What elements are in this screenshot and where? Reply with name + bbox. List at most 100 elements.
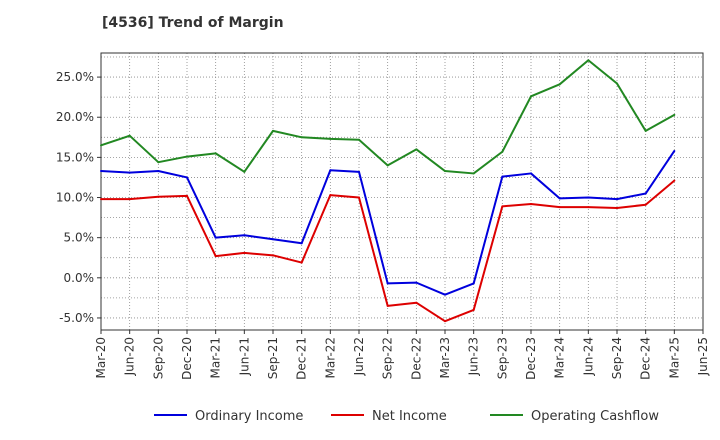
data-point-ordinary-income [587,196,590,199]
x-tick-label: Jun-24 [581,337,595,376]
x-tick-label: Jun-20 [123,337,137,376]
data-point-net-income [186,194,188,197]
data-point-ordinary-income [329,169,332,172]
y-tick-label: -5.0% [59,311,94,325]
data-point-net-income [214,255,217,258]
data-point-operating-cashflow [358,138,360,141]
x-tick-label: Mar-20 [94,337,108,378]
data-point-ordinary-income [100,170,102,173]
data-point-ordinary-income [472,282,475,285]
data-point-net-income [444,320,446,323]
data-point-ordinary-income [300,242,303,245]
data-point-net-income [472,308,475,311]
series-line-ordinary-income [100,150,676,296]
x-tick-label: Dec-20 [180,337,194,380]
series-line-net-income [101,179,675,323]
legend-label-net-income: Net Income [372,409,447,424]
data-point-ordinary-income [128,171,131,174]
legend-label-ordinary-income: Ordinary Income [195,409,303,424]
x-tick-label: Jun-22 [352,337,366,376]
data-point-operating-cashflow [157,161,160,164]
y-tick-label: 5.0% [64,231,95,245]
legend: Ordinary Income Net Income Operating Cashf… [154,409,659,424]
data-point-operating-cashflow [673,113,676,116]
data-point-ordinary-income [243,234,246,237]
data-point-ordinary-income [214,236,217,239]
data-point-operating-cashflow [587,59,590,62]
data-point-operating-cashflow [415,148,418,151]
data-point-net-income [644,203,647,206]
x-tick-label: Dec-21 [295,337,309,380]
legend-label-operating-cashflow: Operating Cashflow [531,409,659,424]
data-point-ordinary-income [386,282,389,285]
data-point-net-income [329,194,332,197]
data-point-operating-cashflow [616,82,618,85]
data-point-ordinary-income [186,176,188,179]
data-point-net-income [415,301,418,304]
data-point-ordinary-income [444,293,446,296]
data-point-net-income [358,196,360,199]
x-tick-label: Sep-21 [266,337,280,379]
data-point-operating-cashflow [558,83,561,86]
data-point-operating-cashflow [272,129,274,132]
data-point-ordinary-income [272,238,274,241]
data-point-operating-cashflow [128,134,131,137]
data-point-net-income [530,202,532,205]
x-tick-label: Dec-23 [524,337,538,380]
data-point-operating-cashflow [386,164,389,167]
y-axis: 25.0% 20.0% 15.0% 10.0% 5.0% 0.0% -5.0% [56,70,101,325]
data-point-operating-cashflow [186,155,188,158]
data-point-net-income [616,206,618,209]
data-point-net-income [128,198,131,201]
data-point-ordinary-income [358,170,360,173]
data-point-ordinary-income [673,149,676,152]
data-point-net-income [157,195,160,198]
data-point-net-income [558,206,561,209]
data-point-operating-cashflow [644,129,647,132]
data-point-net-income [243,251,246,254]
data-point-net-income [386,304,389,307]
data-point-net-income [272,254,274,257]
y-tick-label: 15.0% [56,150,94,164]
data-point-ordinary-income [558,197,561,200]
data-point-net-income [300,261,303,264]
x-tick-label: Sep-20 [151,337,165,379]
y-tick-label: 25.0% [56,70,94,84]
data-point-operating-cashflow [501,150,504,153]
x-axis: Mar-20 Jun-20 Sep-20 Dec-20 Mar-21 Jun-21 Sep-… [94,330,710,380]
y-tick-label: 0.0% [64,271,95,285]
data-point-net-income [100,198,102,201]
plot-frame [100,52,704,331]
data-point-operating-cashflow [214,152,217,155]
data-point-net-income [501,205,504,208]
data-point-ordinary-income [616,198,618,201]
data-point-operating-cashflow [472,172,475,175]
y-tick-label: 10.0% [56,191,94,205]
data-point-operating-cashflow [243,170,246,173]
x-tick-label: Mar-24 [553,337,567,378]
grid-layer [100,53,704,330]
x-tick-label: Mar-22 [323,337,337,378]
x-tick-label: Sep-24 [610,337,624,379]
x-tick-label: Jun-23 [467,337,481,376]
x-tick-label: Dec-22 [409,337,423,380]
x-tick-label: Jun-21 [237,337,251,376]
data-point-net-income [673,179,676,182]
x-tick-label: Mar-21 [209,337,223,378]
data-point-operating-cashflow [329,137,332,140]
x-tick-label: Jun-25 [696,337,710,376]
data-point-ordinary-income [530,172,532,175]
data-point-operating-cashflow [300,136,303,139]
data-point-operating-cashflow [444,170,446,173]
x-tick-label: Dec-24 [639,337,653,380]
data-point-ordinary-income [501,175,504,178]
x-tick-label: Mar-23 [438,337,452,378]
data-point-ordinary-income [157,170,160,173]
data-point-ordinary-income [415,281,418,284]
data-point-net-income [587,206,590,209]
chart-title: [4536] Trend of Margin [102,15,284,31]
data-point-operating-cashflow [100,144,102,147]
x-tick-label: Mar-25 [667,337,681,378]
y-tick-label: 20.0% [56,110,94,124]
